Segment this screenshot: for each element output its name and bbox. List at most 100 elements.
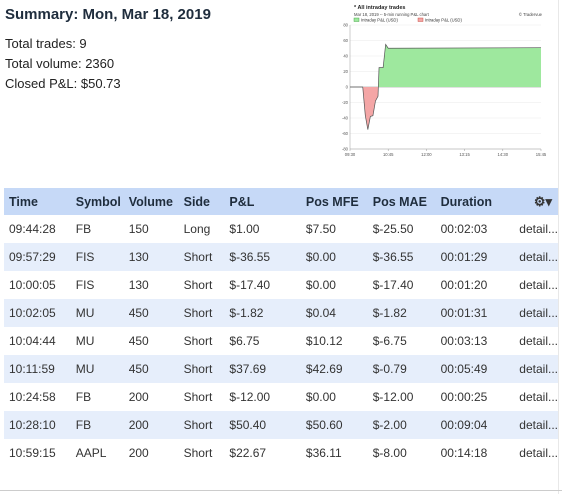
- trade-symbol-link[interactable]: MU: [70, 299, 124, 327]
- pnl-chart: * All intraday trades Mar 18, 2019 -- 5-…: [336, 2, 546, 162]
- gear-icon[interactable]: ⚙▾: [533, 193, 552, 209]
- x-tick-label: 10:45: [383, 152, 394, 157]
- trade-time: 10:24:58: [4, 383, 71, 411]
- table-row: 10:59:15 AAPL 200 Short $22.67 $36.11 $-8.00 00…: [4, 439, 558, 467]
- y-tick-label: 80: [343, 23, 348, 28]
- trade-pos-mfe: $42.69: [300, 355, 368, 383]
- col-symbol[interactable]: Symbol: [70, 188, 124, 215]
- y-tick-label: -80: [342, 147, 349, 152]
- trade-time: 10:04:44: [4, 327, 71, 355]
- trade-detail-link[interactable]: detail...: [514, 271, 558, 299]
- total-trades: Total trades: 9: [5, 36, 87, 51]
- trade-symbol-link[interactable]: AAPL: [70, 439, 124, 467]
- col-pnl[interactable]: P&L: [224, 188, 301, 215]
- trade-detail-link[interactable]: detail...: [514, 327, 558, 355]
- trade-time: 10:59:15: [4, 439, 71, 467]
- trade-pnl: $1.00: [224, 215, 301, 243]
- col-side[interactable]: Side: [178, 188, 225, 215]
- trade-volume: 130: [123, 243, 179, 271]
- trade-symbol-link[interactable]: FIS: [70, 243, 124, 271]
- x-tick-label: 14:30: [498, 152, 509, 157]
- trade-pnl: $50.40: [224, 411, 301, 439]
- trade-side: Short: [178, 327, 225, 355]
- col-pos-mae[interactable]: Pos MAE: [367, 188, 436, 215]
- trade-symbol-link[interactable]: FB: [70, 411, 124, 439]
- trade-side: Long: [178, 215, 225, 243]
- trade-detail-link[interactable]: detail...: [514, 355, 558, 383]
- trade-symbol-link[interactable]: FIS: [70, 271, 124, 299]
- trade-duration: 00:00:25: [435, 383, 515, 411]
- trade-detail-link[interactable]: detail...: [514, 215, 558, 243]
- trade-pos-mae: $-17.40: [367, 271, 436, 299]
- closed-pnl: Closed P&L: $50.73: [5, 76, 121, 91]
- trade-detail-link[interactable]: detail...: [514, 383, 558, 411]
- pnl-chart-svg: * All intraday trades Mar 18, 2019 -- 5-…: [342, 5, 546, 157]
- trade-symbol-link[interactable]: MU: [70, 327, 124, 355]
- table-row: 09:44:28 FB 150 Long $1.00 $7.50 $-25.50 00:02:…: [4, 215, 558, 243]
- trade-symbol-link[interactable]: FB: [70, 215, 124, 243]
- trade-time: 10:28:10: [4, 411, 71, 439]
- trade-pos-mae: $-1.82: [367, 299, 436, 327]
- table-row: 10:24:58 FB 200 Short $-12.00 $0.00 $-12.00 00:…: [4, 383, 558, 411]
- chart-title: * All intraday trades: [354, 5, 405, 11]
- trade-detail-link[interactable]: detail...: [514, 243, 558, 271]
- trade-volume: 450: [123, 327, 179, 355]
- trade-detail-link[interactable]: detail...: [514, 299, 558, 327]
- trade-duration: 00:01:20: [435, 271, 515, 299]
- legend-label-positive: Intraday P&L (USD): [361, 17, 398, 22]
- trade-pos-mfe: $50.60: [300, 411, 368, 439]
- trade-duration: 00:02:03: [435, 215, 515, 243]
- trade-volume: 200: [123, 383, 179, 411]
- trade-volume: 450: [123, 299, 179, 327]
- pnl-area-negative: [350, 87, 541, 130]
- trade-duration: 00:01:31: [435, 299, 515, 327]
- trade-pos-mfe: $0.00: [300, 271, 368, 299]
- trade-pnl: $-1.82: [224, 299, 301, 327]
- trade-side: Short: [178, 299, 225, 327]
- trade-side: Short: [178, 355, 225, 383]
- trade-pos-mae: $-25.50: [367, 215, 436, 243]
- col-pos-mfe[interactable]: Pos MFE: [300, 188, 368, 215]
- x-tick-label: 12:00: [421, 152, 432, 157]
- pnl-area-positive: [350, 44, 541, 87]
- trade-time: 10:02:05: [4, 299, 71, 327]
- y-tick-label: 40: [343, 54, 348, 59]
- trade-pos-mfe: $7.50: [300, 215, 368, 243]
- trade-pnl: $6.75: [224, 327, 301, 355]
- trade-pnl: $22.67: [224, 439, 301, 467]
- total-volume: Total volume: 2360: [5, 56, 115, 71]
- trade-volume: 150: [123, 215, 179, 243]
- trade-side: Short: [178, 271, 225, 299]
- y-tick-label: 0: [346, 85, 349, 90]
- table-row: 10:00:05 FIS 130 Short $-17.40 $0.00 $-17.40 00…: [4, 271, 558, 299]
- trade-pnl: $37.69: [224, 355, 301, 383]
- chart-subtitle: Mar 18, 2019 -- 5-min running P&L chart: [354, 12, 430, 17]
- col-duration[interactable]: Duration: [435, 188, 515, 215]
- settings-menu[interactable]: ⚙▾: [514, 188, 558, 215]
- col-volume[interactable]: Volume: [123, 188, 179, 215]
- trade-pos-mae: $-36.55: [367, 243, 436, 271]
- pnl-line: [350, 43, 542, 130]
- table-row: 10:02:05 MU 450 Short $-1.82 $0.04 $-1.82 00:01…: [4, 299, 558, 327]
- trade-pos-mfe: $0.00: [300, 383, 368, 411]
- table-row: 10:04:44 MU 450 Short $6.75 $10.12 $-6.75 00:03…: [4, 327, 558, 355]
- trade-pos-mfe: $0.04: [300, 299, 368, 327]
- trade-symbol-link[interactable]: FB: [70, 383, 124, 411]
- trade-duration: 00:09:04: [435, 411, 515, 439]
- col-time[interactable]: Time: [4, 188, 71, 215]
- y-tick-label: -40: [342, 116, 349, 121]
- summary-title: Summary: Mon, Mar 18, 2019: [5, 6, 211, 23]
- x-tick-label: 09:30: [345, 152, 356, 157]
- trade-pos-mae: $-12.00: [367, 383, 436, 411]
- trade-pnl: $-36.55: [224, 243, 301, 271]
- trade-detail-link[interactable]: detail...: [514, 411, 558, 439]
- trade-pos-mae: $-8.00: [367, 439, 436, 467]
- trade-pos-mfe: $36.11: [300, 439, 368, 467]
- trade-duration: 00:03:13: [435, 327, 515, 355]
- trade-duration: 00:14:18: [435, 439, 515, 467]
- trade-symbol-link[interactable]: MU: [70, 355, 124, 383]
- trade-detail-link[interactable]: detail...: [514, 439, 558, 467]
- legend-swatch-positive: [353, 17, 360, 22]
- trade-side: Short: [178, 439, 225, 467]
- table-row: 10:11:59 MU 450 Short $37.69 $42.69 $-0.79 00:0…: [4, 355, 558, 383]
